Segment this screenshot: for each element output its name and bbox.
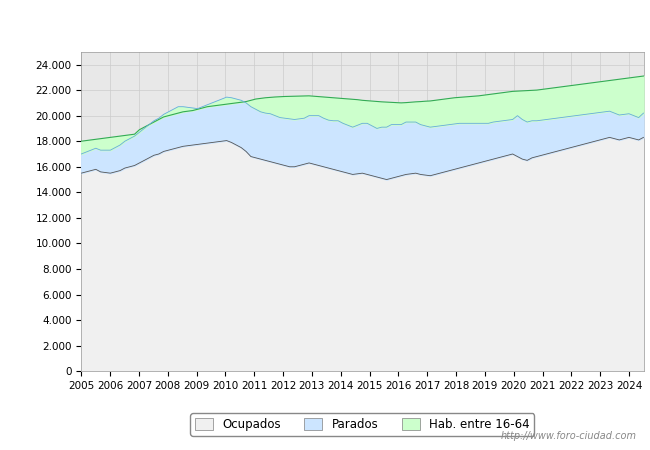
Text: FORO-CIUDAD.COM: FORO-CIUDAD.COM xyxy=(226,263,499,288)
Text: Arteixo - Evolucion de la poblacion en edad de Trabajar Mayo de 2024: Arteixo - Evolucion de la poblacion en e… xyxy=(68,16,582,31)
Text: http://www.foro-ciudad.com: http://www.foro-ciudad.com xyxy=(501,431,637,441)
Legend: Ocupados, Parados, Hab. entre 16-64: Ocupados, Parados, Hab. entre 16-64 xyxy=(190,413,534,436)
